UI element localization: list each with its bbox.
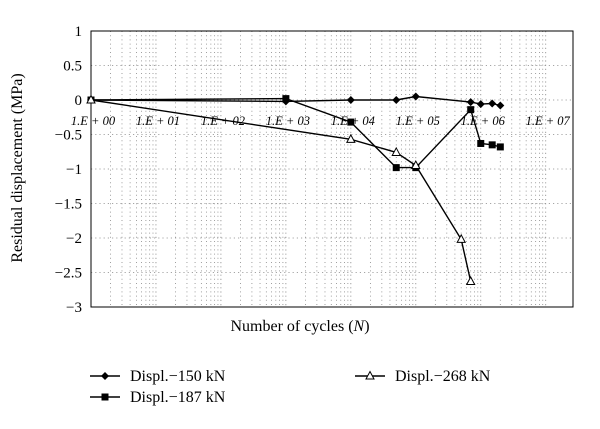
grid	[90, 30, 573, 308]
legend-label: Displ.−150 kN	[130, 368, 226, 385]
x-tick-label: 1.E + 03	[266, 114, 310, 128]
legend-item-268kn: Displ.−268 kN	[355, 368, 491, 385]
series-187kn	[87, 95, 504, 172]
series-150kn-point	[488, 99, 497, 108]
legend-marker	[101, 372, 109, 380]
y-tick-label: −1	[66, 162, 82, 178]
series-150kn-point	[411, 92, 420, 101]
legend-label: Displ.−268 kN	[395, 368, 491, 385]
y-tick-labels: 1 0.5 0 −0.5 −1 −1.5 −2 −2.5 −3	[55, 24, 82, 316]
x-tick-label: 1.E + 05	[396, 114, 440, 128]
y-tick-label: 0	[75, 93, 83, 109]
series-150kn-point	[346, 96, 355, 104]
legend-marker	[365, 370, 375, 380]
x-tick-label: 1.E + 06	[461, 114, 506, 128]
x-tick-labels: 1.E + 00 1.E + 01 1.E + 02 1.E + 03 1.E + 04…	[71, 114, 571, 128]
series-187kn-point	[496, 143, 504, 151]
x-axis-title-text: Number of cycles	[230, 318, 345, 335]
plot-frame	[90, 30, 574, 308]
y-tick-label: −3	[66, 300, 82, 316]
y-tick-label: −0.5	[55, 128, 82, 144]
legend-item-187kn: Displ.−187 kN	[90, 389, 226, 406]
y-tick-label: 0.5	[63, 59, 82, 75]
series-268kn-point	[456, 233, 467, 243]
y-tick-label: 1	[75, 24, 83, 40]
series-150kn	[87, 92, 505, 110]
series-268kn-point	[410, 159, 421, 170]
legend: Displ.−150 kN Displ.−187 kN Displ.−268 kN	[90, 368, 491, 406]
x-axis-variable: N	[353, 318, 365, 335]
legend-item-150kn: Displ.−150 kN	[90, 368, 226, 385]
y-tick-label: −2.5	[55, 266, 82, 282]
series-268kn-point	[86, 94, 96, 104]
series-268kn-point	[391, 146, 402, 156]
series-187kn-point	[477, 139, 485, 147]
series-150kn-point	[466, 98, 475, 107]
legend-marker	[101, 393, 109, 401]
series-150kn-point	[392, 96, 401, 104]
series-187kn-point	[392, 164, 400, 172]
series-layer	[86, 92, 505, 285]
series-187kn-point	[347, 118, 355, 126]
x-tick-label: 1.E + 00	[71, 114, 116, 128]
x-axis-title: Number of cycles (N)	[230, 318, 370, 335]
series-187kn-point	[467, 106, 475, 114]
series-268kn	[86, 94, 476, 285]
series-187kn-point	[488, 141, 496, 149]
x-tick-label: 1.E + 04	[331, 114, 375, 128]
series-187kn-point	[282, 95, 290, 103]
series-150kn-point	[476, 100, 485, 109]
series-150kn-point	[496, 101, 505, 110]
series-150kn-line	[90, 95, 501, 107]
x-tick-label: 1.E + 01	[136, 114, 180, 128]
x-tick-label: 1.E + 02	[201, 114, 245, 128]
series-268kn-point	[346, 133, 356, 143]
legend-label: Displ.−187 kN	[130, 389, 226, 406]
y-tick-label: −1.5	[55, 197, 82, 213]
series-268kn-point	[465, 275, 476, 285]
x-tick-label: 1.E + 07	[526, 114, 571, 128]
series-268kn-line	[90, 99, 472, 282]
y-axis-title: Residual displacement (MPa)	[9, 73, 26, 262]
y-tick-label: −2	[66, 231, 82, 247]
